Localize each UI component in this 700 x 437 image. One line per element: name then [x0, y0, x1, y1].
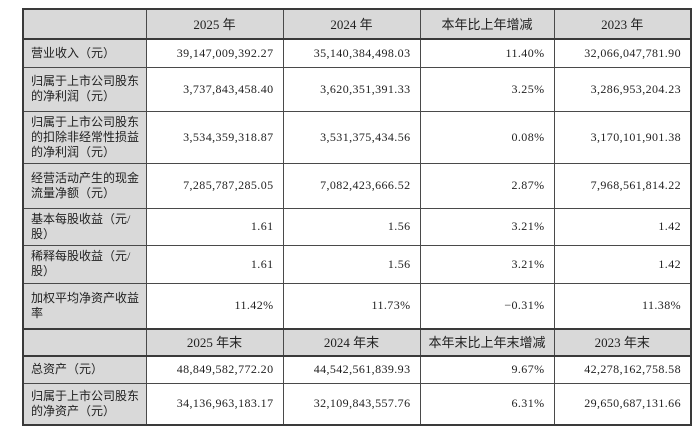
value-cell: 42,278,162,758.58	[553, 355, 692, 384]
row-label: 归属于上市公司股东的扣除非经常性损益的净利润（元）	[22, 110, 147, 164]
value-cell: 39,147,009,392.27	[145, 38, 284, 68]
value-cell: 11.40%	[419, 38, 555, 68]
table-row: 加权平均净资产收益率 11.42% 11.73% −0.31% 11.38%	[22, 282, 692, 330]
value-cell: 1.61	[145, 244, 284, 284]
financial-report-page: 2025 年 2024 年本年比上年增减 2023 年营业收入（元） 39,147,0…	[0, 8, 700, 437]
value-cell: 2.87%	[419, 162, 555, 209]
corner-cell	[22, 328, 147, 357]
table-row: 稀释每股收益（元/股） 1.61 1.56 3.21% 1.42	[22, 244, 692, 284]
value-cell: 3,737,843,458.40	[145, 66, 284, 112]
value-cell: 3,531,375,434.56	[282, 110, 421, 164]
value-cell: 1.56	[282, 244, 421, 284]
table-row: 归属于上市公司股东的净利润（元） 3,737,843,458.40 3,620,35…	[22, 66, 692, 112]
row-label: 经营活动产生的现金流量净额（元）	[22, 162, 147, 209]
row-label: 营业收入（元）	[22, 38, 147, 68]
column-header: 2024 年	[282, 8, 421, 40]
table-row: 归属于上市公司股东的扣除非经常性损益的净利润（元） 3,534,359,318.8…	[22, 110, 692, 164]
value-cell: 3,534,359,318.87	[145, 110, 284, 164]
row-label: 稀释每股收益（元/股）	[22, 244, 147, 284]
value-cell: 3,286,953,204.23	[553, 66, 692, 112]
table-row: 总资产（元） 48,849,582,772.20 44,542,561,839.93…	[22, 355, 692, 384]
column-header: 2024 年末	[282, 328, 421, 357]
value-cell: 29,650,687,131.66	[553, 382, 692, 426]
column-header: 2025 年末	[145, 328, 284, 357]
row-label: 基本每股收益（元/股）	[22, 207, 147, 246]
value-cell: 3,170,101,901.38	[553, 110, 692, 164]
value-cell: 1.61	[145, 207, 284, 246]
column-header: 2023 年	[553, 8, 692, 40]
value-cell: 7,082,423,666.52	[282, 162, 421, 209]
value-cell: 35,140,384,498.03	[282, 38, 421, 68]
table-row: 基本每股收益（元/股） 1.61 1.56 3.21% 1.42	[22, 207, 692, 246]
value-cell: 11.42%	[145, 282, 284, 330]
value-cell: 11.38%	[553, 282, 692, 330]
table-row: 归属于上市公司股东的净资产（元） 34,136,963,183.17 32,109,…	[22, 382, 692, 426]
value-cell: 48,849,582,772.20	[145, 355, 284, 384]
column-header: 本年比上年增减	[419, 8, 555, 40]
corner-cell	[22, 8, 147, 40]
column-header: 本年末比上年末增减	[419, 328, 555, 357]
value-cell: 1.56	[282, 207, 421, 246]
table-row: 营业收入（元） 39,147,009,392.27 35,140,384,498.0…	[22, 38, 692, 68]
value-cell: 32,109,843,557.76	[282, 382, 421, 426]
value-cell: 3.21%	[419, 244, 555, 284]
value-cell: 3.25%	[419, 66, 555, 112]
column-header: 2023 年末	[553, 328, 692, 357]
row-label: 归属于上市公司股东的净资产（元）	[22, 382, 147, 426]
table-header-row: 2025 年 2024 年本年比上年增减 2023 年	[22, 8, 692, 40]
table-header-row: 2025 年末 2024 年末 本年末比上年末增减 2023 年末	[22, 328, 692, 357]
value-cell: 7,285,787,285.05	[145, 162, 284, 209]
value-cell: 32,066,047,781.90	[553, 38, 692, 68]
row-label: 总资产（元）	[22, 355, 147, 384]
value-cell: 3,620,351,391.33	[282, 66, 421, 112]
value-cell: 1.42	[553, 244, 692, 284]
value-cell: 44,542,561,839.93	[282, 355, 421, 384]
financial-summary-table: 2025 年 2024 年本年比上年增减 2023 年营业收入（元） 39,147,0…	[22, 8, 692, 426]
value-cell: 3.21%	[419, 207, 555, 246]
row-label: 归属于上市公司股东的净利润（元）	[22, 66, 147, 112]
value-cell: 7,968,561,814.22	[553, 162, 692, 209]
value-cell: 1.42	[553, 207, 692, 246]
table-row: 经营活动产生的现金流量净额（元） 7,285,787,285.05 7,082,42…	[22, 162, 692, 209]
value-cell: −0.31%	[419, 282, 555, 330]
table-body: 2025 年 2024 年本年比上年增减 2023 年营业收入（元） 39,147,0…	[22, 8, 692, 426]
value-cell: 34,136,963,183.17	[145, 382, 284, 426]
column-header: 2025 年	[145, 8, 284, 40]
value-cell: 6.31%	[419, 382, 555, 426]
row-label: 加权平均净资产收益率	[22, 282, 147, 330]
value-cell: 0.08%	[419, 110, 555, 164]
value-cell: 9.67%	[419, 355, 555, 384]
value-cell: 11.73%	[282, 282, 421, 330]
